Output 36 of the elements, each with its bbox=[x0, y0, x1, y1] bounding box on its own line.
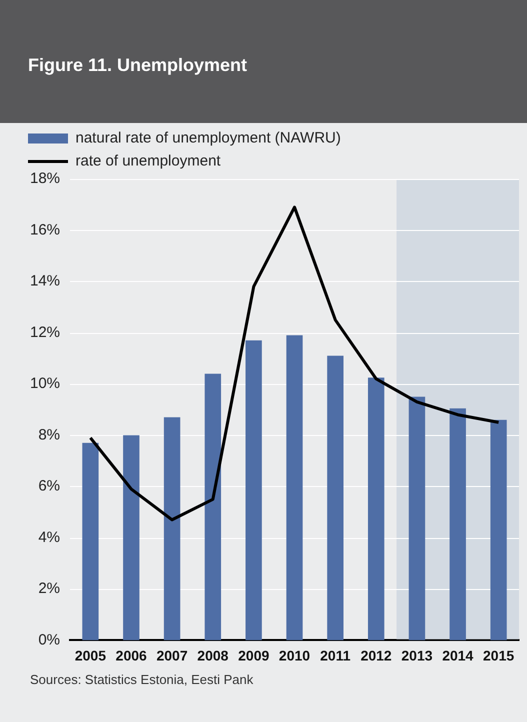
legend-label: natural rate of unemployment (NAWRU) bbox=[76, 130, 341, 147]
y-tick-label: 4% bbox=[38, 528, 60, 546]
x-tick-label: 2007 bbox=[156, 647, 188, 664]
y-tick-label: 16% bbox=[30, 221, 60, 238]
bar bbox=[82, 442, 99, 640]
y-tick-label: 18% bbox=[30, 170, 60, 188]
y-tick-label: 8% bbox=[38, 426, 60, 444]
source-note: Sources: Statistics Estonia, Eesti Pank bbox=[30, 672, 254, 687]
legend-label: rate of unemployment bbox=[76, 152, 222, 170]
x-tick-label: 2014 bbox=[442, 647, 474, 664]
bar bbox=[450, 408, 466, 640]
bar bbox=[204, 374, 222, 640]
y-tick-label: 14% bbox=[30, 272, 60, 290]
chart-title: Figure 11. Unemployment bbox=[28, 55, 248, 76]
bar bbox=[164, 417, 180, 640]
x-tick-label: 2005 bbox=[74, 647, 106, 664]
x-tick-label: 2008 bbox=[197, 647, 229, 664]
y-tick-label: 10% bbox=[30, 375, 60, 392]
bar bbox=[408, 396, 426, 640]
x-tick-label: 2011 bbox=[320, 647, 351, 664]
bar bbox=[490, 420, 507, 640]
x-tick-label: 2010 bbox=[278, 647, 310, 664]
x-tick-label: 2013 bbox=[401, 647, 433, 664]
y-tick-label: 0% bbox=[38, 631, 60, 648]
x-tick-label: 2012 bbox=[360, 647, 392, 664]
bar bbox=[327, 356, 344, 640]
x-tick-label: 2015 bbox=[483, 647, 514, 664]
bar bbox=[246, 340, 262, 640]
bar bbox=[123, 435, 140, 640]
y-tick-label: 12% bbox=[30, 324, 60, 341]
y-tick-label: 2% bbox=[38, 580, 60, 598]
x-tick-label: 2006 bbox=[116, 647, 148, 664]
x-tick-label: 2009 bbox=[238, 647, 270, 664]
y-tick-label: 6% bbox=[38, 478, 60, 495]
bar bbox=[368, 378, 384, 640]
bar bbox=[286, 335, 303, 640]
